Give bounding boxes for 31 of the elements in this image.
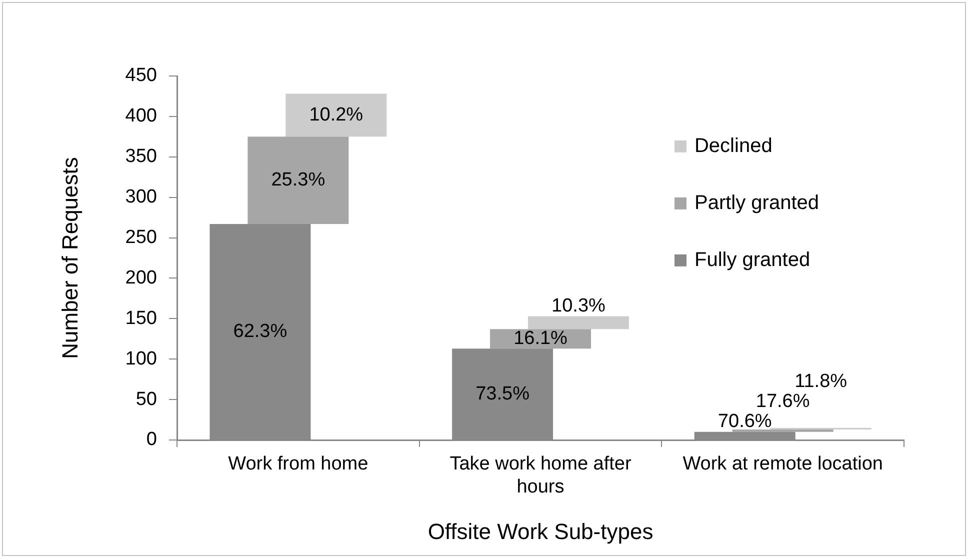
- x-tick-label: Take work home after hours: [450, 454, 632, 498]
- y-tick-label: 250: [125, 227, 157, 248]
- bar: [286, 94, 387, 137]
- legend-label: Partly granted: [694, 192, 820, 214]
- x-tick-label: Work at remote location: [682, 454, 883, 475]
- annotation: 16.1%: [514, 328, 568, 350]
- legend-label: Fully granted: [694, 248, 810, 271]
- y-tick-label: 300: [125, 186, 157, 208]
- y-tick-label: 0: [146, 429, 157, 450]
- x-tick-label: Work from home: [228, 454, 368, 475]
- annotation: 73.5%: [476, 383, 530, 404]
- annotation: 25.3%: [271, 170, 326, 191]
- annotation: 70.6%: [718, 411, 772, 432]
- annotation: 62.3%: [233, 321, 288, 342]
- y-tick-label: 200: [125, 267, 157, 288]
- y-tick-label: 50: [136, 388, 157, 410]
- annotation: 10.2%: [309, 104, 364, 126]
- bar: [248, 136, 349, 224]
- annotation: 17.6%: [756, 391, 810, 412]
- x-axis-title: Offsite Work Sub-types: [428, 518, 654, 544]
- y-tick-label: 450: [125, 65, 157, 86]
- annotation: 10.3%: [552, 295, 606, 316]
- y-tick-label: 150: [125, 308, 157, 329]
- y-tick-label: 350: [125, 146, 157, 168]
- bar: [528, 316, 629, 330]
- legend-label: Declined: [694, 134, 772, 157]
- bar: [732, 429, 834, 432]
- y-axis-title: Number of Requests: [57, 157, 82, 359]
- annotation: 11.8%: [794, 371, 848, 392]
- y-tick-label: 400: [125, 106, 157, 127]
- y-tick-label: 100: [125, 348, 157, 370]
